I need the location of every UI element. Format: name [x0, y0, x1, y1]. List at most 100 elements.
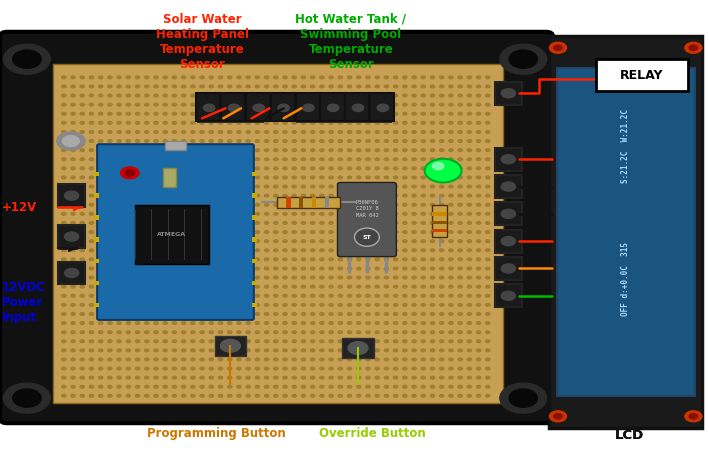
Circle shape	[264, 294, 269, 297]
Circle shape	[458, 131, 462, 133]
Circle shape	[154, 103, 158, 106]
Circle shape	[145, 322, 149, 324]
Circle shape	[62, 158, 66, 161]
Circle shape	[246, 276, 250, 279]
Circle shape	[154, 140, 158, 142]
Circle shape	[237, 394, 241, 397]
Circle shape	[117, 349, 121, 352]
Circle shape	[246, 376, 250, 379]
Circle shape	[209, 222, 213, 224]
Circle shape	[89, 176, 94, 179]
Circle shape	[237, 285, 241, 288]
Circle shape	[246, 158, 250, 161]
Circle shape	[486, 194, 490, 197]
Circle shape	[71, 203, 75, 206]
Circle shape	[301, 131, 306, 133]
Circle shape	[283, 349, 287, 352]
Bar	[163, 168, 176, 187]
Circle shape	[200, 212, 204, 215]
Circle shape	[89, 76, 94, 79]
Circle shape	[440, 212, 444, 215]
Circle shape	[71, 131, 75, 133]
Circle shape	[154, 258, 158, 261]
Circle shape	[329, 158, 333, 161]
Circle shape	[135, 240, 140, 243]
Circle shape	[412, 112, 416, 115]
Circle shape	[375, 194, 379, 197]
Circle shape	[71, 367, 75, 370]
Circle shape	[135, 367, 140, 370]
Circle shape	[237, 149, 241, 152]
Circle shape	[412, 294, 416, 297]
Circle shape	[246, 303, 250, 306]
Circle shape	[145, 203, 149, 206]
Circle shape	[412, 240, 416, 243]
Circle shape	[301, 358, 306, 361]
Circle shape	[421, 394, 425, 397]
Circle shape	[71, 394, 75, 397]
Circle shape	[338, 231, 342, 233]
Circle shape	[347, 94, 352, 97]
Circle shape	[501, 89, 515, 98]
Circle shape	[135, 185, 140, 188]
Circle shape	[486, 121, 490, 124]
Circle shape	[357, 358, 361, 361]
Circle shape	[218, 376, 223, 379]
Circle shape	[476, 131, 481, 133]
Circle shape	[403, 140, 407, 142]
Circle shape	[89, 385, 94, 388]
Circle shape	[338, 176, 342, 179]
Circle shape	[182, 103, 186, 106]
Circle shape	[172, 340, 177, 343]
Circle shape	[172, 385, 177, 388]
Circle shape	[329, 358, 333, 361]
Circle shape	[80, 212, 84, 215]
Circle shape	[264, 185, 269, 188]
Circle shape	[357, 303, 361, 306]
Circle shape	[182, 76, 186, 79]
Circle shape	[430, 276, 435, 279]
Circle shape	[440, 222, 444, 224]
Circle shape	[449, 85, 453, 88]
Circle shape	[476, 267, 481, 270]
Circle shape	[357, 294, 361, 297]
Circle shape	[301, 294, 306, 297]
Circle shape	[329, 121, 333, 124]
Circle shape	[255, 240, 259, 243]
Circle shape	[220, 339, 240, 352]
Circle shape	[366, 267, 370, 270]
Circle shape	[274, 267, 278, 270]
Circle shape	[246, 203, 250, 206]
Circle shape	[320, 121, 324, 124]
Circle shape	[246, 285, 250, 288]
Bar	[94, 237, 99, 242]
Circle shape	[246, 367, 250, 370]
Circle shape	[145, 158, 149, 161]
Circle shape	[117, 85, 121, 88]
Circle shape	[80, 367, 84, 370]
Circle shape	[403, 185, 407, 188]
Circle shape	[200, 349, 204, 352]
Circle shape	[430, 203, 435, 206]
Circle shape	[412, 367, 416, 370]
Circle shape	[274, 222, 278, 224]
Bar	[495, 175, 522, 198]
Circle shape	[255, 358, 259, 361]
Circle shape	[228, 149, 232, 152]
Circle shape	[218, 285, 223, 288]
Circle shape	[126, 258, 130, 261]
Circle shape	[200, 158, 204, 161]
Circle shape	[292, 185, 296, 188]
Circle shape	[486, 140, 490, 142]
Circle shape	[292, 131, 296, 133]
Circle shape	[172, 349, 177, 352]
Circle shape	[80, 249, 84, 252]
Circle shape	[384, 294, 389, 297]
Circle shape	[135, 167, 140, 170]
Circle shape	[338, 258, 342, 261]
Circle shape	[108, 285, 112, 288]
Circle shape	[320, 376, 324, 379]
Circle shape	[172, 112, 177, 115]
Circle shape	[283, 313, 287, 315]
Circle shape	[163, 240, 167, 243]
